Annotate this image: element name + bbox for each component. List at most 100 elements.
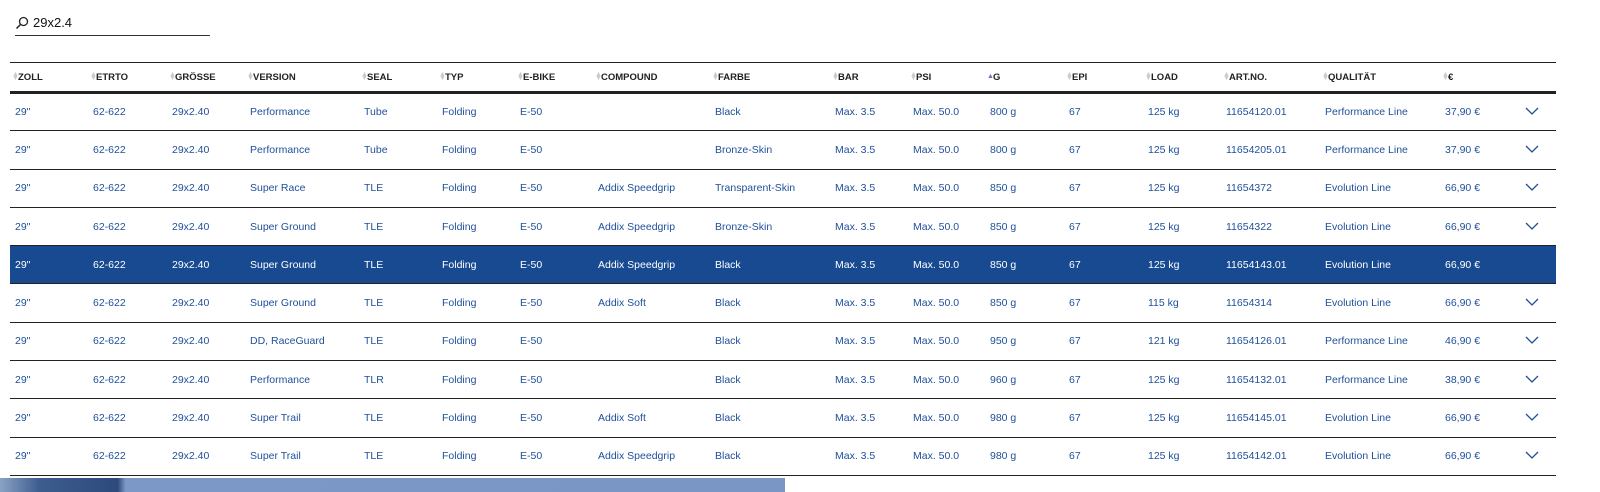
cell-zoll: 29" bbox=[15, 143, 31, 156]
cell-version: Super Ground bbox=[250, 220, 316, 233]
column-header-12[interactable]: ▲ ▼EPI bbox=[1064, 63, 1143, 93]
sort-icon[interactable]: ▲ ▼ bbox=[439, 70, 446, 82]
cell-compound bbox=[593, 361, 710, 399]
column-header-1[interactable]: ▲ ▼ETRTO bbox=[88, 63, 167, 93]
expand-cell[interactable] bbox=[1520, 399, 1556, 437]
chevron-down-icon[interactable] bbox=[1525, 336, 1539, 345]
cell-load: 125 kg bbox=[1148, 143, 1180, 156]
column-header-9[interactable]: ▲ ▼BAR bbox=[830, 63, 908, 93]
column-header-14[interactable]: ▲ ▼ART.NO. bbox=[1221, 63, 1320, 93]
cell-€: 66,90 € bbox=[1445, 220, 1481, 233]
table-row[interactable]: 29" 62-622 29x2.40 Super Ground TLE Folding E-… bbox=[10, 207, 1556, 246]
table-row[interactable]: 29" 62-622 29x2.40 Super Trail TLE Folding E-5… bbox=[10, 399, 1556, 438]
cell-grösse: 29x2.40 bbox=[172, 335, 210, 348]
sort-icon[interactable]: ▲ ▼ bbox=[712, 70, 719, 82]
expand-cell[interactable] bbox=[1520, 284, 1556, 322]
cell-compound bbox=[593, 322, 710, 360]
sort-icon[interactable]: ▲ ▼ bbox=[361, 70, 368, 82]
cell-compound: Addix Soft bbox=[598, 297, 646, 310]
cell-etrto: 62-622 bbox=[93, 335, 126, 348]
cell-bar: Max. 3.5 bbox=[835, 373, 876, 386]
sort-icon[interactable]: ▲ ▼ bbox=[595, 70, 602, 82]
cell-farbe: Black bbox=[715, 373, 741, 386]
column-header-4[interactable]: ▲ ▼SEAL bbox=[359, 63, 437, 93]
chevron-down-icon[interactable] bbox=[1525, 375, 1539, 383]
chevron-down-icon[interactable] bbox=[1525, 145, 1539, 153]
sort-icon[interactable]: ▲ ▼ bbox=[1442, 70, 1449, 82]
column-header-7[interactable]: ▲ ▼COMPOUND bbox=[593, 63, 710, 93]
cell-grösse: 29x2.40 bbox=[172, 450, 210, 463]
column-header-13[interactable]: ▲ ▼LOAD bbox=[1143, 63, 1221, 93]
table-row[interactable]: 29" 62-622 29x2.40 Super Trail TLE Folding E-5… bbox=[10, 437, 1556, 476]
column-header-6[interactable]: ▲ ▼E-BIKE bbox=[515, 63, 593, 93]
chevron-down-icon[interactable] bbox=[1525, 413, 1539, 421]
chevron-down-icon[interactable] bbox=[1525, 183, 1539, 192]
cell-€: 37,90 € bbox=[1445, 106, 1481, 119]
expand-cell[interactable] bbox=[1520, 131, 1556, 169]
column-header-16[interactable]: ▲ ▼€ bbox=[1440, 63, 1520, 93]
cell-qualität: Evolution Line bbox=[1325, 220, 1391, 233]
sort-icon[interactable]: ▲ bbox=[987, 72, 994, 80]
cell-version: Performance bbox=[250, 373, 311, 386]
sort-icon[interactable]: ▲ ▼ bbox=[169, 70, 176, 82]
chevron-down-icon[interactable] bbox=[1525, 451, 1539, 460]
cell-farbe: Black bbox=[715, 106, 741, 119]
cell-etrto: 62-622 bbox=[93, 258, 126, 271]
column-header-11[interactable]: ▲G bbox=[985, 63, 1064, 93]
column-label: QUALITÄT bbox=[1328, 71, 1377, 83]
sort-icon[interactable]: ▲ ▼ bbox=[12, 70, 19, 82]
expand-cell[interactable] bbox=[1520, 169, 1556, 207]
cell-epi: 67 bbox=[1069, 412, 1081, 425]
image-strip bbox=[0, 478, 785, 492]
table-row[interactable]: 29" 62-622 29x2.40 Performance TLR Folding E-5… bbox=[10, 361, 1556, 399]
sort-icon[interactable]: ▲ ▼ bbox=[1322, 70, 1329, 82]
table-row[interactable]: 29" 62-622 29x2.40 Super Ground TLE Folding E-… bbox=[10, 245, 1556, 284]
column-header-2[interactable]: ▲ ▼GRÖSSE bbox=[167, 63, 245, 93]
cell-€: 46,90 € bbox=[1445, 335, 1481, 348]
column-label: € bbox=[1448, 71, 1454, 83]
sort-icon[interactable]: ▲ ▼ bbox=[517, 70, 524, 82]
cell-art.no.: 11654132.01 bbox=[1226, 373, 1287, 386]
cell-typ: Folding bbox=[442, 335, 477, 348]
column-header-0[interactable]: ▲ ▼ZOLL bbox=[10, 63, 88, 93]
column-header-3[interactable]: ▲ ▼VERSION bbox=[245, 63, 359, 93]
cell-version: Super Ground bbox=[250, 297, 316, 310]
search-input[interactable]: 29x2.4 bbox=[15, 10, 210, 36]
table-row[interactable]: 29" 62-622 29x2.40 Performance Tube Folding E-… bbox=[10, 93, 1556, 131]
table-row[interactable]: 29" 62-622 29x2.40 Performance Tube Folding E-… bbox=[10, 131, 1556, 170]
sort-icon[interactable]: ▲ ▼ bbox=[1145, 70, 1152, 82]
column-header-5[interactable]: ▲ ▼TYP bbox=[437, 63, 515, 93]
sort-icon[interactable]: ▲ ▼ bbox=[910, 70, 917, 82]
cell-qualität: Performance Line bbox=[1325, 373, 1408, 386]
sort-icon[interactable]: ▲ ▼ bbox=[832, 70, 839, 82]
expand-cell[interactable] bbox=[1520, 207, 1556, 245]
column-header-8[interactable]: ▲ ▼FARBE bbox=[710, 63, 830, 93]
expand-cell[interactable] bbox=[1520, 361, 1556, 399]
cell-epi: 67 bbox=[1069, 106, 1081, 119]
table-row[interactable]: 29" 62-622 29x2.40 Super Ground TLE Folding E-… bbox=[10, 284, 1556, 323]
cell-grösse: 29x2.40 bbox=[172, 143, 210, 156]
expand-cell[interactable] bbox=[1520, 437, 1556, 475]
sort-icon[interactable]: ▲ ▼ bbox=[90, 70, 97, 82]
sort-icon[interactable]: ▲ ▼ bbox=[247, 70, 254, 82]
expand-cell[interactable] bbox=[1520, 93, 1556, 131]
cell-compound: Addix Speedgrip bbox=[598, 182, 676, 195]
cell-€: 38,90 € bbox=[1445, 373, 1481, 386]
chevron-down-icon[interactable] bbox=[1525, 298, 1539, 307]
expand-cell[interactable] bbox=[1520, 246, 1556, 284]
cell-compound bbox=[593, 93, 710, 131]
cell-farbe: Black bbox=[715, 412, 741, 425]
chevron-down-icon[interactable] bbox=[1525, 107, 1539, 116]
cell-qualität: Evolution Line bbox=[1325, 182, 1391, 195]
sort-icon[interactable]: ▲ ▼ bbox=[1223, 70, 1230, 82]
chevron-down-icon[interactable] bbox=[1525, 222, 1539, 230]
column-header-15[interactable]: ▲ ▼QUALITÄT bbox=[1320, 63, 1440, 93]
sort-icon[interactable]: ▲ ▼ bbox=[1066, 70, 1073, 82]
cell-bar: Max. 3.5 bbox=[835, 335, 876, 348]
cell-load: 125 kg bbox=[1148, 220, 1180, 233]
cell-version: Super Ground bbox=[250, 258, 316, 271]
expand-cell[interactable] bbox=[1520, 322, 1556, 360]
table-row[interactable]: 29" 62-622 29x2.40 DD, RaceGuard TLE Folding E… bbox=[10, 322, 1556, 361]
column-header-10[interactable]: ▲ ▼PSI bbox=[908, 63, 985, 93]
table-row[interactable]: 29" 62-622 29x2.40 Super Race TLE Folding E-50… bbox=[10, 169, 1556, 208]
